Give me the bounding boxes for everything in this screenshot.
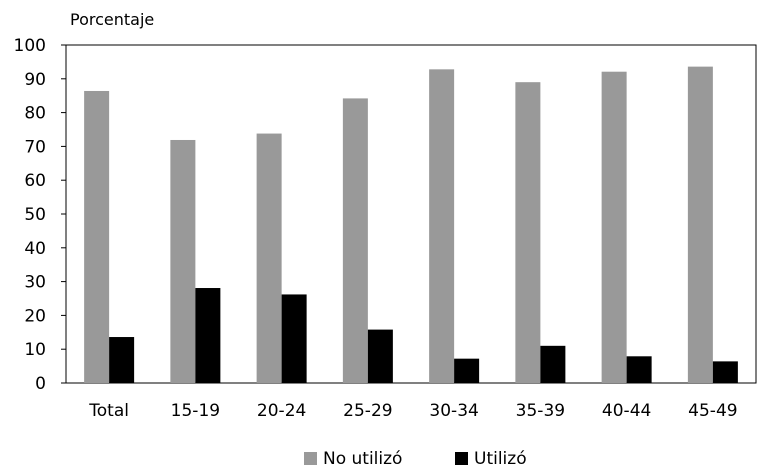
x-axis: Total 15-19 20-24 25-29 30-34 35-39 40-44 45-49 (88, 401, 737, 421)
bar-utilizo (540, 345, 566, 383)
bar-no-utilizo (601, 71, 627, 384)
y-tick-label: 70 (24, 137, 46, 157)
y-tick-label: 80 (24, 104, 46, 124)
y-tick-label: 60 (24, 171, 46, 191)
y-axis: 0 10 20 30 40 50 60 70 80 90 100 (14, 36, 66, 394)
x-tick-label: 15-19 (171, 401, 220, 421)
bar-utilizo (712, 361, 738, 383)
y-tick-label: 10 (24, 340, 46, 360)
x-tick-label: 30-34 (429, 401, 478, 421)
x-tick-label: Total (88, 401, 129, 421)
y-tick-label: 20 (24, 306, 46, 326)
bar-no-utilizo (170, 139, 196, 383)
legend-label: No utilizó (323, 449, 402, 469)
bar-no-utilizo (342, 98, 368, 384)
y-tick-label: 30 (24, 273, 46, 293)
bars (84, 66, 738, 384)
bar-utilizo (109, 337, 135, 383)
y-tick-label: 90 (24, 70, 46, 90)
y-axis-label: Porcentaje (70, 10, 154, 29)
x-tick-label: 20-24 (257, 401, 306, 421)
x-tick-label: 25-29 (343, 401, 392, 421)
legend-swatch (455, 452, 468, 465)
bar-no-utilizo (515, 82, 541, 384)
y-tick-label: 50 (24, 205, 46, 225)
legend: No utilizó Utilizó (304, 449, 527, 469)
bar-no-utilizo (687, 66, 713, 383)
y-tick-label: 40 (24, 239, 46, 259)
y-tick-label: 0 (35, 374, 46, 394)
x-tick-label: 40-44 (602, 401, 651, 421)
bar-utilizo (281, 294, 307, 383)
bar-no-utilizo (256, 133, 282, 383)
bar-utilizo (367, 329, 393, 383)
bar-utilizo (626, 356, 652, 383)
bar-no-utilizo (84, 90, 110, 383)
x-tick-label: 45-49 (688, 401, 737, 421)
legend-label: Utilizó (474, 449, 527, 469)
plot-frame (65, 44, 757, 384)
bar-utilizo (454, 358, 480, 383)
bar-no-utilizo (429, 69, 455, 383)
y-tick-label: 100 (14, 36, 46, 56)
bar-utilizo (195, 288, 221, 383)
plot-area (65, 44, 757, 384)
x-tick-label: 35-39 (516, 401, 565, 421)
legend-swatch (304, 452, 317, 465)
